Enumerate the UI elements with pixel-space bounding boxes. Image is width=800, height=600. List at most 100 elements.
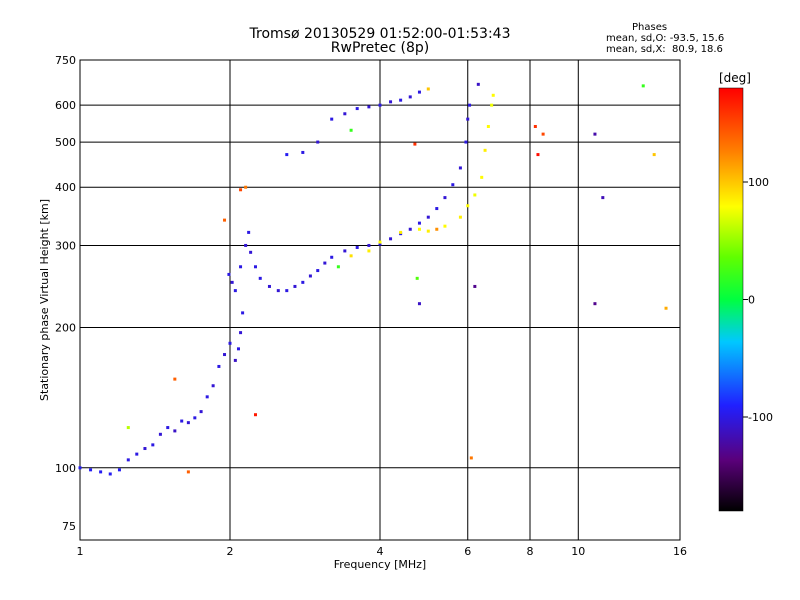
x-tick-label: 4 bbox=[377, 545, 384, 558]
x-tick-label: 6 bbox=[464, 545, 471, 558]
scatter-point bbox=[244, 243, 248, 247]
scatter-point bbox=[285, 153, 289, 157]
scatter-point bbox=[349, 254, 353, 258]
scatter-point bbox=[217, 364, 221, 368]
chart-subtitle: RwPretec (8p) bbox=[330, 40, 430, 56]
phases-o-stats: mean, sd,O: -93.5, 15.6 bbox=[606, 33, 725, 44]
scatter-point bbox=[389, 100, 393, 104]
plot-frame bbox=[79, 59, 681, 541]
scatter-point bbox=[473, 193, 477, 197]
scatter-point bbox=[316, 269, 320, 273]
scatter-point bbox=[205, 395, 209, 399]
scatter-point bbox=[108, 472, 112, 476]
y-tick-label: 75 bbox=[62, 520, 76, 533]
scatter-point bbox=[233, 358, 237, 362]
phases-x-stats: mean, sd,X: 80.9, 18.6 bbox=[606, 44, 723, 55]
scatter-point bbox=[533, 124, 537, 128]
scatter-point bbox=[641, 84, 645, 88]
scatter-point bbox=[228, 341, 232, 345]
scatter-point bbox=[301, 150, 305, 154]
scatter-point bbox=[536, 153, 540, 157]
scatter-point bbox=[223, 353, 227, 357]
scatter-point bbox=[258, 276, 262, 280]
scatter-point bbox=[239, 331, 243, 335]
scatter-point bbox=[99, 470, 103, 474]
scatter-point bbox=[466, 117, 470, 121]
scatter-point bbox=[349, 128, 353, 132]
y-tick-label: 100 bbox=[55, 462, 76, 475]
scatter-point bbox=[336, 265, 340, 269]
scatter-point bbox=[253, 413, 257, 417]
scatter-point bbox=[355, 245, 359, 249]
scatter-point bbox=[166, 426, 170, 430]
x-tick-label: 2 bbox=[227, 545, 234, 558]
scatter-point bbox=[469, 456, 473, 460]
scatter-point bbox=[417, 227, 421, 231]
scatter-point bbox=[451, 183, 455, 187]
scatter-point bbox=[652, 153, 656, 157]
scatter-point bbox=[415, 276, 419, 280]
scatter-point bbox=[236, 347, 240, 351]
scatter-point bbox=[316, 140, 320, 144]
colorbar-unit-label: [deg] bbox=[719, 71, 751, 85]
scatter-point bbox=[308, 274, 312, 278]
scatter-point bbox=[399, 230, 403, 234]
scatter-point bbox=[199, 410, 203, 414]
scatter-point bbox=[173, 429, 177, 433]
scatter-point bbox=[244, 185, 248, 189]
y-tick-label: 600 bbox=[55, 99, 76, 112]
scatter-point bbox=[89, 468, 93, 472]
y-axis-title: Stationary phase Virtual Height [km] bbox=[38, 199, 51, 401]
scatter-point bbox=[253, 265, 257, 269]
scatter-point bbox=[117, 468, 121, 472]
scatter-point bbox=[276, 289, 280, 293]
scatter-point bbox=[435, 227, 439, 231]
scatter-point bbox=[173, 377, 177, 381]
scatter-point bbox=[399, 98, 403, 102]
y-tick-label: 200 bbox=[55, 322, 76, 335]
scatter-point bbox=[330, 117, 334, 121]
scatter-points bbox=[78, 82, 668, 476]
scatter-point bbox=[483, 148, 487, 152]
scatter-point bbox=[330, 255, 334, 259]
y-tick-label: 750 bbox=[55, 54, 76, 67]
scatter-point bbox=[211, 384, 215, 388]
scatter-point bbox=[426, 87, 430, 91]
scatter-point bbox=[223, 218, 227, 222]
scatter-point bbox=[443, 196, 447, 200]
x-tick-label: 16 bbox=[673, 545, 687, 558]
y-tick-label: 400 bbox=[55, 181, 76, 194]
scatter-point bbox=[491, 93, 495, 97]
scatter-point bbox=[301, 280, 305, 284]
scatter-point bbox=[389, 237, 393, 241]
scatter-point bbox=[186, 470, 190, 474]
x-tick-label: 1 bbox=[77, 545, 84, 558]
scatter-point bbox=[464, 140, 468, 144]
scatter-point bbox=[486, 124, 490, 128]
scatter-point bbox=[285, 289, 289, 293]
scatter-point bbox=[480, 175, 484, 179]
scatter-point bbox=[413, 142, 417, 146]
scatter-point bbox=[126, 458, 130, 462]
scatter-point bbox=[367, 105, 371, 109]
colorbar bbox=[718, 87, 744, 512]
tick-layer: 1 2 4 6 8 10 16 75 100 200 300 400 500 600 750 bbox=[55, 54, 687, 558]
scatter-point bbox=[664, 306, 668, 310]
scatter-point bbox=[490, 103, 494, 107]
scatter-point bbox=[343, 249, 347, 253]
scatter-point bbox=[151, 443, 155, 447]
x-tick-label: 8 bbox=[527, 545, 534, 558]
x-axis-title: Frequency [MHz] bbox=[334, 558, 426, 571]
scatter-point bbox=[239, 188, 243, 192]
scatter-point bbox=[417, 302, 421, 306]
scatter-point bbox=[426, 215, 430, 219]
scatter-point bbox=[593, 302, 597, 306]
scatter-point bbox=[158, 432, 162, 436]
scatter-point bbox=[78, 466, 82, 470]
scatter-point bbox=[435, 207, 439, 211]
scatter-point bbox=[426, 229, 430, 233]
scatter-point bbox=[230, 280, 234, 284]
scatter-point bbox=[458, 215, 462, 219]
colorbar-tick-label: -100 bbox=[748, 411, 773, 424]
